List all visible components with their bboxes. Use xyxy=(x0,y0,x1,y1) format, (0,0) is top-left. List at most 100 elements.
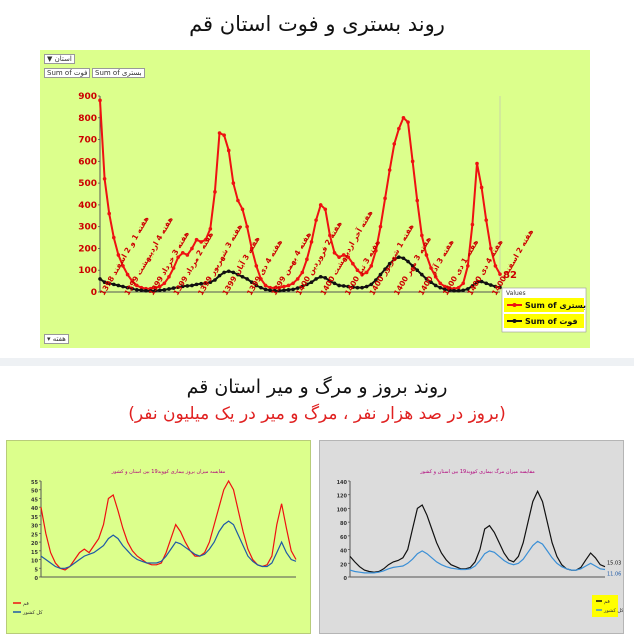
data-point xyxy=(337,255,341,259)
data-point xyxy=(176,255,180,259)
incidence-chart: 0 5 10 15 20 25 30 35 40 45 50 55 مقایسه میزان بروز … xyxy=(13,469,297,616)
data-point xyxy=(203,281,208,286)
legend-label: کل کشور xyxy=(603,608,623,614)
data-point xyxy=(406,120,410,124)
y-tick-label: 120 xyxy=(337,494,348,500)
series-line-1 xyxy=(99,256,501,292)
data-point xyxy=(466,264,470,268)
data-point xyxy=(240,207,245,212)
data-point xyxy=(277,288,282,293)
y-tick-label: 55 xyxy=(31,480,38,486)
legend-title: Values xyxy=(506,290,526,297)
data-point xyxy=(167,274,171,279)
legend-label: Sum of فوت xyxy=(525,317,578,326)
data-point xyxy=(341,253,346,257)
y-tick-label: 100 xyxy=(78,266,97,276)
data-point xyxy=(300,284,305,289)
data-point xyxy=(360,285,364,290)
data-point xyxy=(318,203,323,207)
legend-marker xyxy=(512,303,517,307)
data-point xyxy=(231,181,236,185)
x-tick-group: هفته 3 شهریور 1399 xyxy=(196,222,244,297)
legend: Values Sum of بستری Sum of فوت xyxy=(501,287,587,333)
data-point xyxy=(286,283,291,288)
x-tick-label: هفته 1 شهریور 1400 xyxy=(367,222,415,297)
data-point xyxy=(493,284,498,289)
data-point xyxy=(489,246,493,251)
series-line-0 xyxy=(99,100,501,290)
data-point xyxy=(360,272,364,277)
data-point xyxy=(162,281,167,286)
data-point xyxy=(397,255,401,259)
y-tick-label: 20 xyxy=(31,541,38,547)
data-point xyxy=(98,98,102,103)
y-tick-label: 5 xyxy=(35,567,39,573)
data-point xyxy=(420,233,424,238)
series-line-0 xyxy=(40,479,297,571)
data-point xyxy=(351,261,355,266)
data-point xyxy=(401,256,406,261)
data-point xyxy=(125,285,130,290)
y-tick-label: 40 xyxy=(31,506,38,512)
data-point xyxy=(332,281,337,286)
series-line-0 xyxy=(349,489,606,573)
data-point xyxy=(194,237,199,242)
data-point xyxy=(410,159,415,164)
data-point xyxy=(378,224,383,229)
data-point xyxy=(410,264,415,268)
data-point xyxy=(272,288,277,293)
y-tick-label: 45 xyxy=(31,497,38,503)
field-button-hosp[interactable]: Sum of بستری xyxy=(92,68,145,78)
data-point xyxy=(217,131,222,135)
data-point xyxy=(157,284,162,289)
field-button-deaths[interactable]: Sum of فوت xyxy=(44,68,91,78)
data-point xyxy=(433,283,438,288)
data-point xyxy=(245,277,249,281)
data-point xyxy=(134,283,139,288)
legend-label: قم xyxy=(604,599,610,605)
y-tick-label: 100 xyxy=(337,507,348,513)
y-tick-label: 10 xyxy=(31,559,38,565)
data-point xyxy=(424,253,429,257)
series-line-1 xyxy=(349,540,606,574)
y-tick-label: 0 xyxy=(91,288,97,298)
data-point xyxy=(397,126,401,131)
data-point xyxy=(153,285,157,290)
data-point xyxy=(148,289,153,293)
data-point xyxy=(130,279,134,283)
data-point xyxy=(328,279,332,283)
filter-button[interactable]: ▼ استان xyxy=(44,54,75,64)
data-point xyxy=(139,288,144,293)
filter-label: استان xyxy=(54,55,72,63)
data-point xyxy=(438,285,443,290)
data-point xyxy=(263,283,268,288)
end-label: 15.03 xyxy=(607,561,621,567)
data-point xyxy=(461,281,466,286)
incidence-chart-panel: 0 5 10 15 20 25 30 35 40 45 50 55 مقایسه میزان بروز … xyxy=(6,440,311,634)
data-point xyxy=(245,224,249,229)
data-point xyxy=(475,161,479,166)
data-point xyxy=(111,282,116,287)
week-dropdown[interactable]: ▾ هفته xyxy=(44,334,69,344)
data-point xyxy=(337,283,341,288)
y-tick-label: 400 xyxy=(78,201,97,211)
y-tick-label: 800 xyxy=(78,114,97,124)
data-point xyxy=(213,278,217,282)
y-tick-label: 200 xyxy=(78,244,97,254)
legend-label: قم xyxy=(23,601,29,607)
data-point xyxy=(401,115,406,120)
data-point xyxy=(415,198,420,203)
data-point xyxy=(498,272,502,276)
data-point xyxy=(309,240,314,244)
data-point xyxy=(479,185,484,190)
mortality-chart: 0 20 40 60 80 100 120 140 مقایسه میزان مرگ بیمار… xyxy=(337,468,624,617)
legend-marker xyxy=(512,319,517,323)
x-tick-label: هفته 2 فروردین 1400 xyxy=(294,220,344,297)
legend: قم کل کشور xyxy=(13,601,43,616)
data-point xyxy=(420,272,424,277)
data-point xyxy=(489,283,493,287)
data-point xyxy=(236,198,240,203)
data-point xyxy=(295,286,300,290)
week-dropdown-label: هفته xyxy=(52,335,66,343)
data-point xyxy=(291,287,295,292)
